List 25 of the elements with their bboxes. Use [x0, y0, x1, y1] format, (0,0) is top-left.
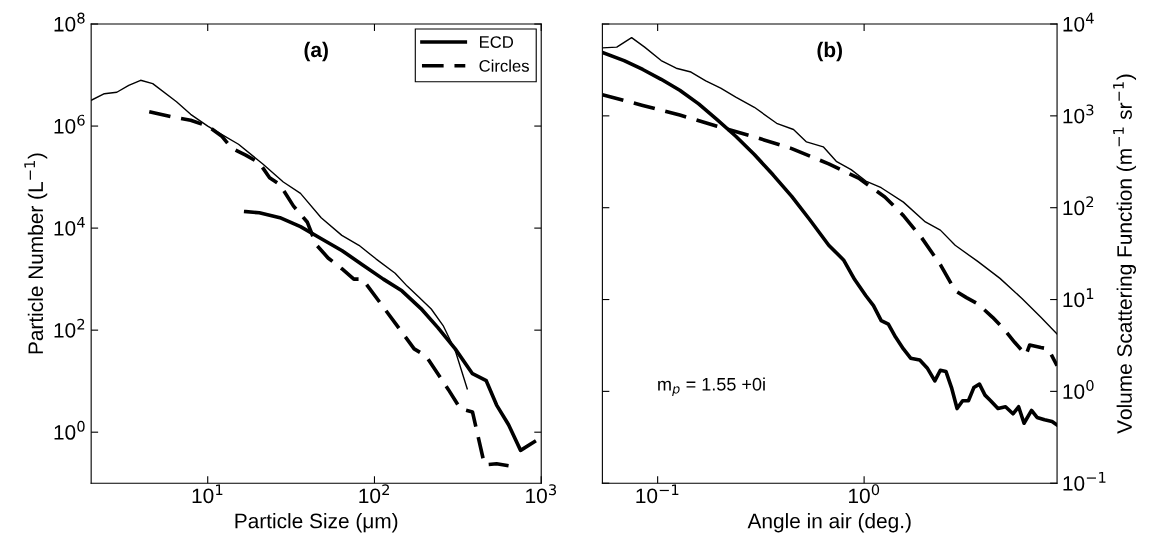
legend-label: Circles — [479, 59, 529, 72]
y-axis-title: Volume Scattering Function (m$^{−1}$ sr$^{−1}$) — [1113, 74, 1137, 434]
y-tick-label: 10$^{3}$ — [1063, 104, 1094, 124]
x-axis-title: Angle in air (deg.) — [747, 513, 911, 533]
annotation: m$_{p}$ = 1.55 +0i — [658, 377, 765, 397]
y-tick-label: 10$^{2}$ — [1063, 196, 1094, 216]
y-tick-label: 10$^{2}$ — [54, 318, 85, 338]
y-tick-label: 10$^{1}$ — [1063, 288, 1094, 308]
text: (a) — [304, 41, 328, 62]
y-tick-label: 10$^{0}$ — [54, 420, 85, 440]
y-axis-title: Particle Number (L$^{−1}$) — [24, 153, 48, 354]
x-tick-label: 10$^{0}$ — [849, 484, 880, 504]
x-tick-label: 10$^{3}$ — [526, 484, 557, 504]
y-tick-label: 10$^{8}$ — [54, 12, 85, 32]
x-tick-label: 10$^{−1}$ — [636, 484, 679, 504]
x-tick-label: 10$^{2}$ — [359, 484, 389, 504]
y-tick-label: 10$^{−1}$ — [1063, 472, 1106, 491]
y-tick-label: 10$^{6}$ — [54, 114, 85, 134]
y-tick-label: 10$^{4}$ — [1063, 12, 1094, 32]
text: (b) — [817, 41, 842, 62]
y-tick-label: 10$^{4}$ — [54, 216, 85, 236]
x-axis-title: Particle Size (μm) — [235, 513, 398, 533]
y-tick-label: 10$^{0}$ — [1063, 379, 1094, 399]
x-tick-label: 10$^{1}$ — [192, 484, 223, 504]
legend-label: ECD — [480, 36, 514, 48]
